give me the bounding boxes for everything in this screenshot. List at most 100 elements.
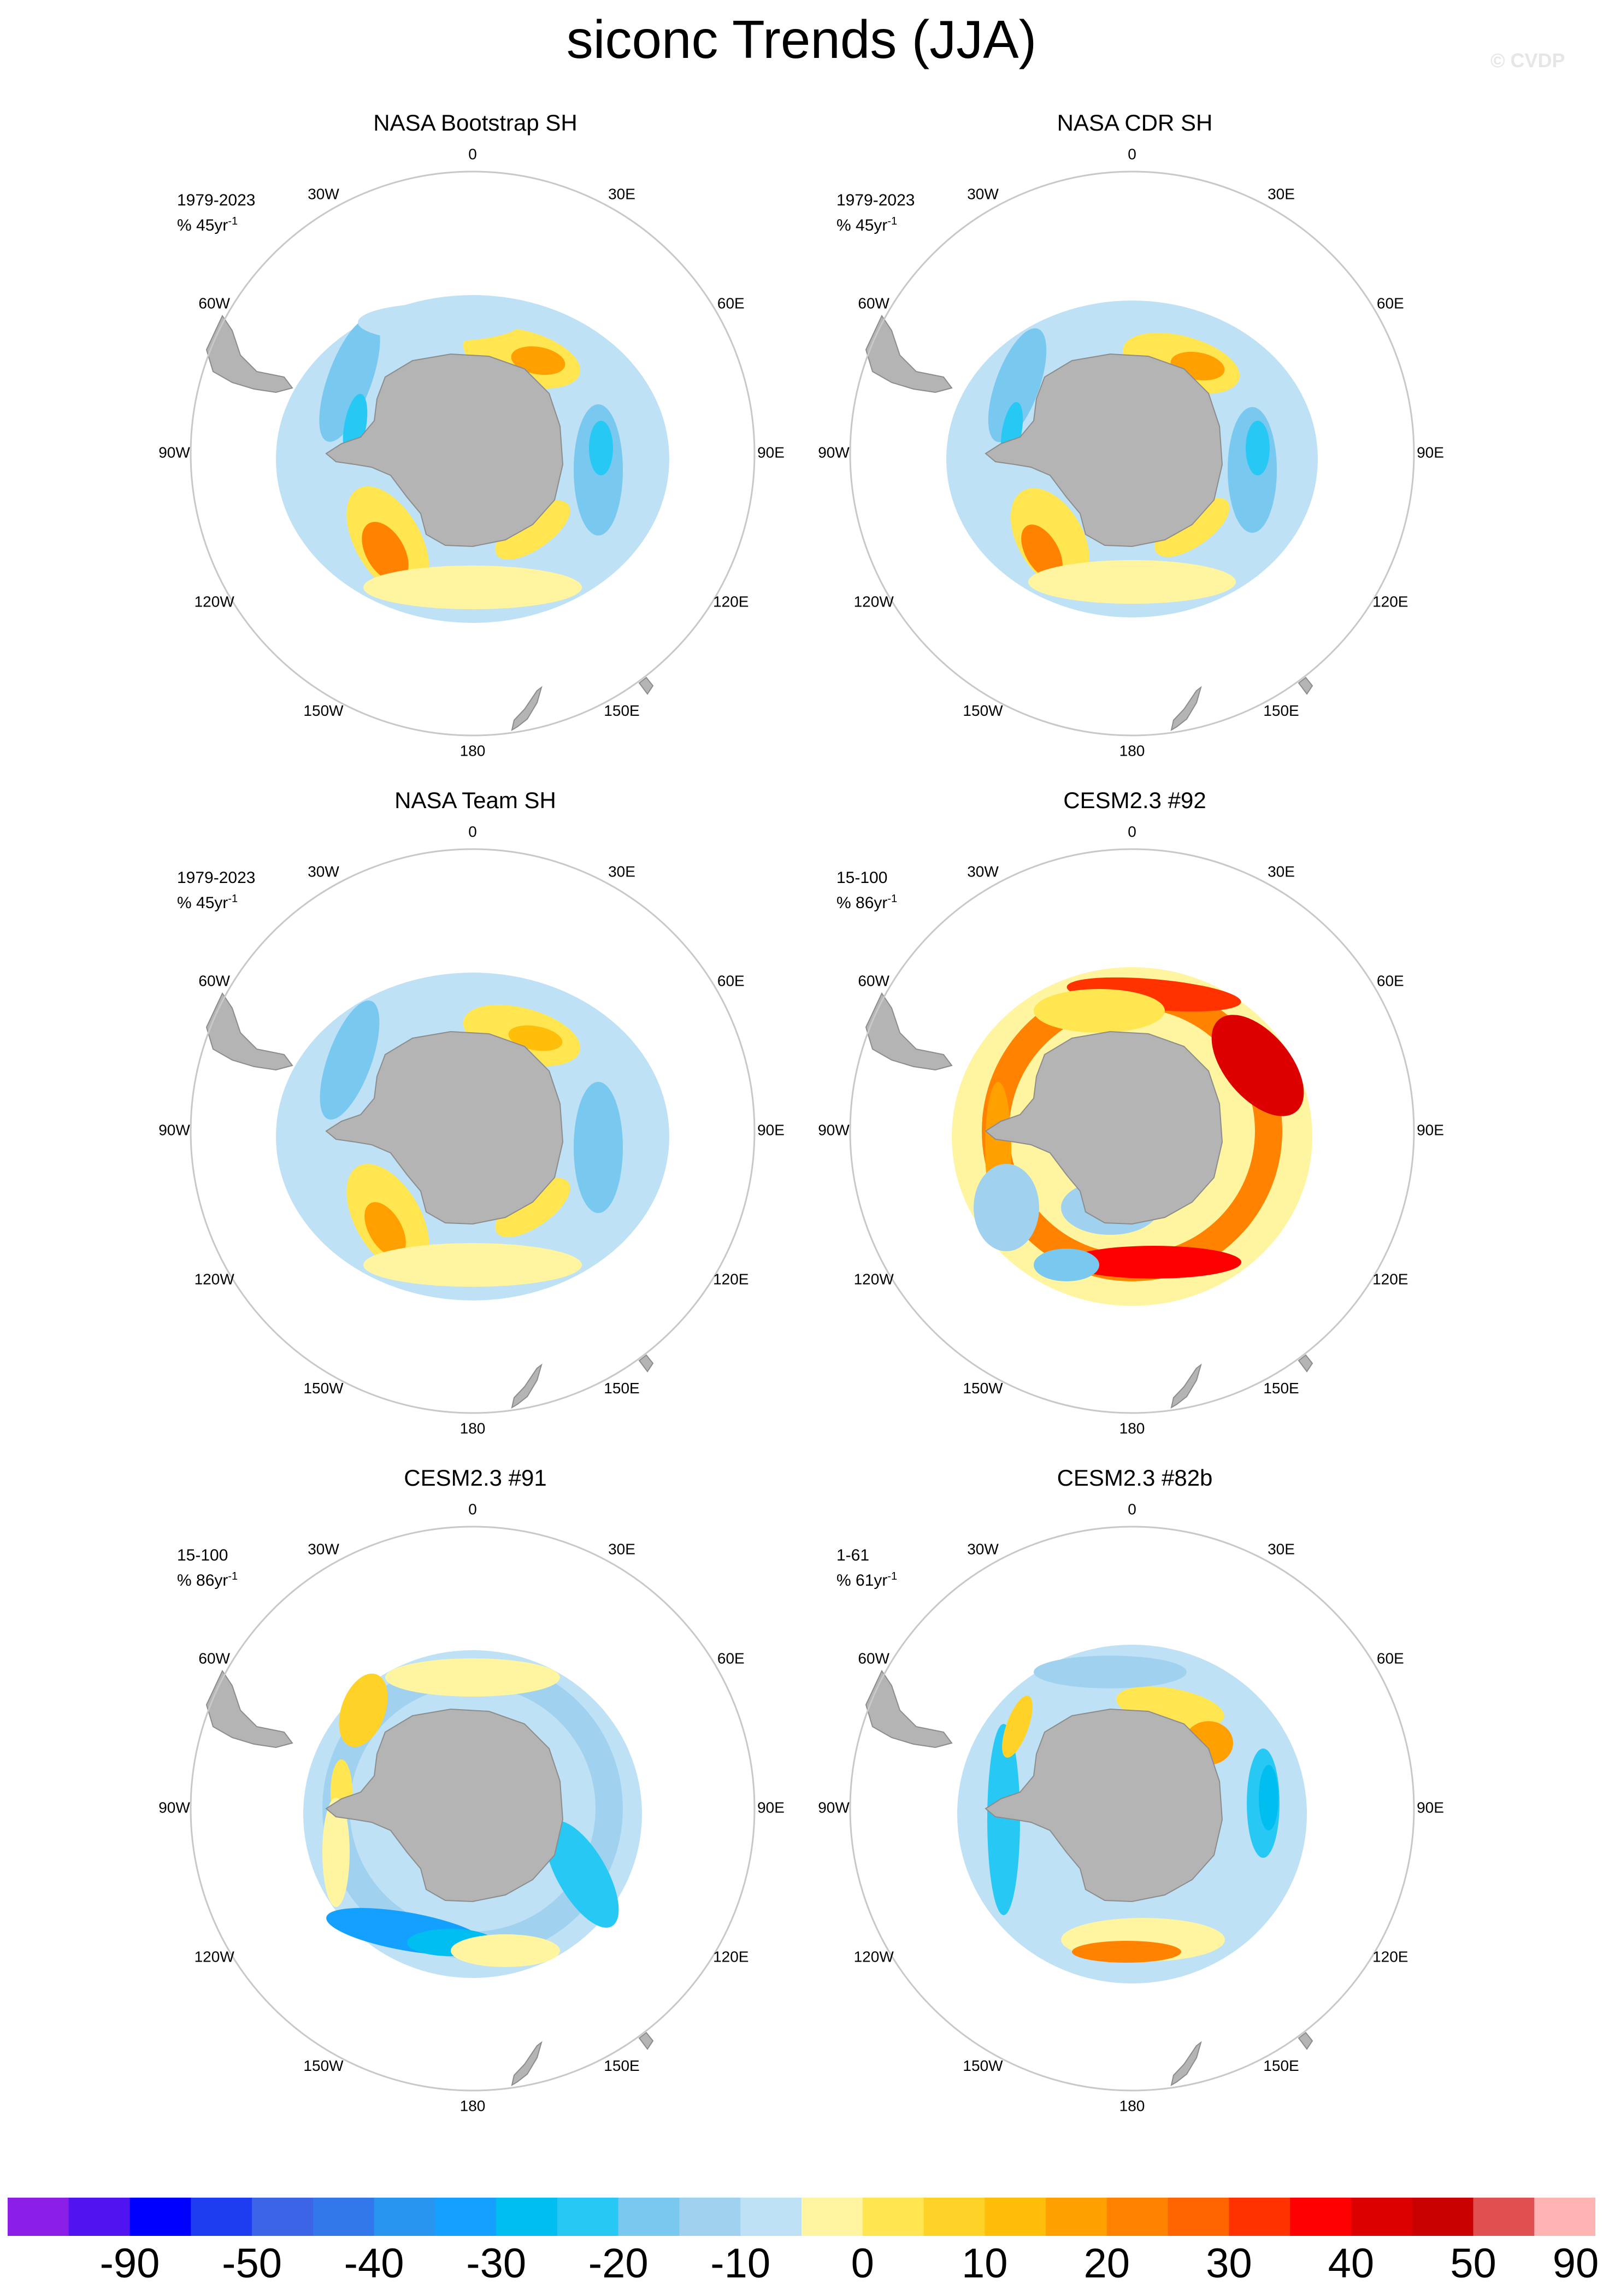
longitude-label: 150E [604,2057,639,2074]
longitude-label: 120E [713,593,749,610]
panel-meta: 1-61 % 61yr-1 [836,1545,897,1591]
colorbar-swatch [313,2198,375,2236]
map-panel: CESM2.3 #91 15-100 % 86yr-1 0 30E 60E 90E 12… [158,1464,785,2120]
longitude-label: 120E [713,1270,749,1287]
colorbar-tick-label: 0 [851,2240,874,2287]
longitude-label: 180 [460,742,486,759]
new-zealand-landmass [511,1363,543,1409]
units-exponent: -1 [887,893,898,905]
panel-units: % 45yr-1 [836,211,915,236]
panel-title: CESM2.3 #82b [1057,1465,1213,1491]
longitude-label: 90E [1417,1799,1444,1816]
colorbar-swatch [802,2198,863,2236]
longitude-label: 30W [308,863,339,880]
antarctica-landmass [325,1708,564,1903]
units-text: % 86yr [177,1571,228,1589]
map-boundary [190,1526,756,2092]
colorbar-swatch [435,2198,497,2236]
longitude-label: 60E [717,295,745,311]
colorbar-swatch [252,2198,314,2236]
longitude-label: 150E [1263,702,1299,719]
longitude-label: 60E [1377,295,1404,311]
longitude-label: 30E [608,863,635,880]
colorbar-swatch [985,2198,1046,2236]
panel-meta: 15-100 % 86yr-1 [177,1545,238,1591]
units-exponent: -1 [887,215,898,227]
longitude-label: 180 [1119,2097,1145,2114]
colorbar-swatch [8,2198,69,2236]
longitude-label: 120W [854,593,894,610]
panel-meta: 1979-2023 % 45yr-1 [177,190,255,236]
units-text: % 86yr [836,894,888,912]
colorbar-swatch [191,2198,252,2236]
longitude-label: 60W [858,1650,889,1667]
longitude-label: 150W [303,1380,344,1397]
colorbar-swatch [1351,2198,1413,2236]
colorbar-swatch [374,2198,435,2236]
colorbar-swatch [1534,2198,1595,2236]
longitude-label: 30E [1268,863,1295,880]
south-america-landmass [205,1669,293,1749]
units-text: % 61yr [836,1571,888,1589]
south-america-landmass [205,992,293,1071]
longitude-label: 180 [460,1420,486,1437]
panel-meta: 1979-2023 % 45yr-1 [836,190,915,236]
longitude-label: 150W [963,2057,1003,2074]
south-america-landmass [205,314,293,393]
longitude-label: 60W [198,972,230,989]
longitude-label: 120W [854,1948,894,1965]
longitude-label: 180 [460,2097,486,2114]
colorbar-tick-label: -30 [466,2240,527,2287]
units-exponent: -1 [228,215,238,227]
longitude-label: 120W [195,1270,235,1287]
longitude-label: 0 [468,823,477,840]
colorbar-swatch [129,2198,191,2236]
panel-period: 1-61 [836,1546,870,1564]
longitude-label: 120W [195,593,235,610]
longitude-label: 90W [158,444,190,461]
longitude-label: 150W [963,702,1003,719]
panel-title: NASA Bootstrap SH [373,110,577,136]
longitude-label: 120W [195,1948,235,1965]
longitude-label: 90E [1417,444,1444,461]
longitude-label: 120W [854,1270,894,1287]
units-text: % 45yr [836,216,888,234]
panel-title: CESM2.3 #92 [1063,787,1206,813]
page-title: siconc Trends (JJA) [566,9,1037,69]
colorbar-tick-label: 90 [1552,2240,1599,2287]
panel-period: 1979-2023 [836,191,915,209]
colorbar-swatch [618,2198,680,2236]
south-america-landmass [865,314,953,393]
colorbar-swatch [1046,2198,1107,2236]
longitude-label: 150W [303,702,344,719]
longitude-label: 30W [967,863,999,880]
tasmania-landmass [1298,676,1313,695]
map-boundary [849,170,1415,737]
panel-title: CESM2.3 #91 [404,1465,547,1491]
watermark: © CVDP [1490,49,1565,72]
panel-period: 15-100 [836,869,888,887]
longitude-label: 150E [1263,2057,1299,2074]
colorbar-swatch [923,2198,985,2236]
colorbar-tick-label: -90 [99,2240,160,2287]
colorbar-swatch [1229,2198,1290,2236]
antarctica-landmass [325,353,564,547]
tasmania-landmass [1298,1354,1313,1373]
longitude-label: 60E [1377,1650,1404,1667]
longitude-label: 90W [818,1121,850,1138]
longitude-label: 60E [1377,972,1404,989]
panel-meta: 1979-2023 % 45yr-1 [177,868,255,914]
new-zealand-landmass [511,2041,543,2087]
map-boundary [849,848,1415,1414]
longitude-label: 0 [1128,145,1136,162]
panel-units: % 45yr-1 [177,211,255,236]
longitude-label: 0 [468,1500,477,1517]
longitude-label: 150W [963,1380,1003,1397]
colorbar-swatch [1106,2198,1169,2236]
colorbar-swatch [1290,2198,1352,2236]
panel-period: 1979-2023 [177,191,256,209]
longitude-label: 60E [717,1650,745,1667]
map-boundary [190,170,756,737]
tasmania-landmass [1298,2032,1313,2050]
units-exponent: -1 [228,893,238,905]
